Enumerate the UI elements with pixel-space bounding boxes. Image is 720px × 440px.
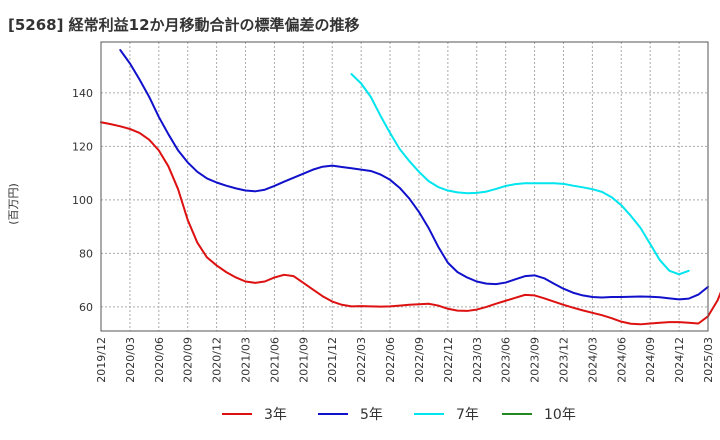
series-line-5年: [119, 49, 709, 301]
chart-title: [5268] 経常利益12か月移動合計の標準偏差の推移: [8, 16, 360, 34]
x-tick-label: 2023/09: [529, 337, 542, 383]
x-tick-label: 2023/03: [471, 337, 484, 383]
x-tick-label: 2022/09: [413, 337, 426, 383]
x-tick-label: 2021/03: [240, 337, 253, 383]
x-tick-label: 2020/06: [153, 337, 166, 383]
x-tick-label: 2021/12: [326, 337, 339, 383]
x-tick-label: 2024/06: [615, 337, 628, 383]
series-layer: [100, 49, 720, 326]
x-tick-label: 2021/09: [297, 337, 310, 383]
y-tick-label: 100: [72, 194, 93, 207]
x-tick-label: 2019/12: [95, 337, 108, 383]
x-tick-label: 2025/03: [702, 337, 715, 383]
legend-label: 7年: [456, 407, 479, 423]
series-line-7年: [350, 73, 690, 276]
x-ticks: 2019/12 2020/03 2020/06 2020/09 2020/12 2021/…: [95, 337, 715, 383]
x-tick-label: 2023/06: [500, 337, 513, 383]
legend-label: 5年: [360, 407, 383, 423]
x-tick-label: 2020/09: [182, 337, 195, 383]
x-tick-label: 2020/12: [211, 337, 224, 383]
series-line-3年: [100, 121, 720, 326]
y-tick-label: 60: [79, 301, 93, 314]
legend: 3年 5年 7年 10年: [222, 407, 576, 423]
x-tick-label: 2024/03: [586, 337, 599, 383]
x-tick-label: 2020/03: [124, 337, 137, 383]
x-tick-label: 2024/12: [673, 337, 686, 383]
x-tick-label: 2022/06: [384, 337, 397, 383]
x-tick-label: 2021/06: [268, 337, 281, 383]
legend-label: 10年: [544, 407, 576, 423]
x-tick-label: 2022/03: [355, 337, 368, 383]
legend-label: 3年: [264, 407, 287, 423]
x-tick-label: 2022/12: [442, 337, 455, 383]
y-tick-label: 140: [72, 87, 93, 100]
x-tick-label: 2023/12: [557, 337, 570, 383]
y-axis-label: (百万円): [7, 183, 20, 225]
x-tick-label: 2024/09: [644, 337, 657, 383]
y-tick-label: 80: [79, 247, 93, 260]
grid-layer: [101, 42, 708, 331]
y-ticks: 60 80 100 120 140: [72, 87, 93, 314]
plot-frame: [100, 41, 709, 332]
y-tick-label: 120: [72, 140, 93, 153]
